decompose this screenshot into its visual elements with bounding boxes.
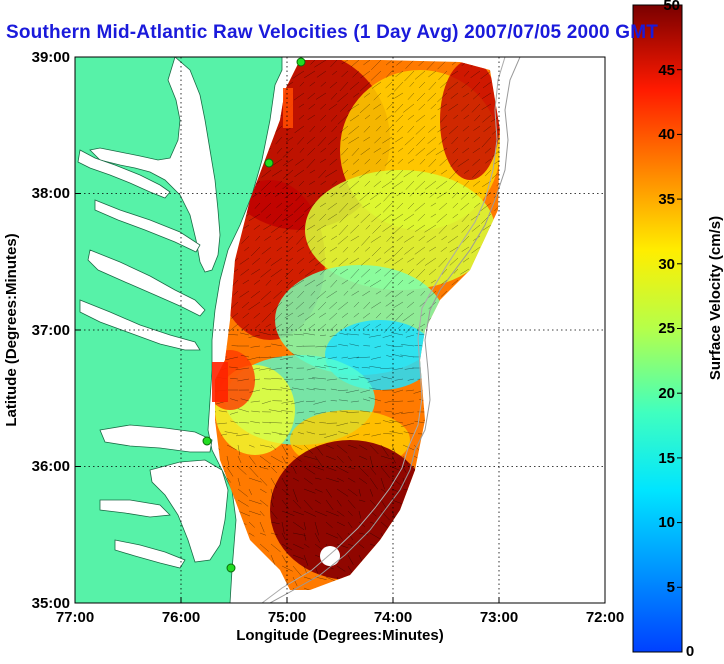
colorbar-tick: 25 bbox=[658, 320, 675, 337]
x-tick: 76:00 bbox=[162, 609, 200, 626]
y-axis-label: Latitude (Degrees:Minutes) bbox=[3, 233, 20, 426]
station-cape-hatteras-south bbox=[227, 564, 235, 572]
colorbar-tick: 50 bbox=[663, 0, 680, 14]
x-axis-label: Longitude (Degrees:Minutes) bbox=[236, 627, 444, 644]
colorbar-tick: 35 bbox=[658, 191, 675, 208]
x-tick-labels: 77:00 76:00 75:00 74:00 73:00 72:00 bbox=[56, 609, 624, 626]
station-north bbox=[297, 58, 305, 66]
x-tick: 74:00 bbox=[374, 609, 412, 626]
colorbar-label: Surface Velocity (cm/s) bbox=[707, 216, 724, 380]
colorbar-tick: 0 bbox=[686, 643, 694, 659]
y-tick-labels: 39:00 38:00 37:00 36:00 35:00 bbox=[32, 49, 70, 612]
y-tick: 36:00 bbox=[32, 458, 70, 475]
colorbar-tick: 20 bbox=[658, 385, 675, 402]
y-tick: 38:00 bbox=[32, 185, 70, 202]
x-tick: 72:00 bbox=[586, 609, 624, 626]
colorbar-tick: 45 bbox=[658, 62, 675, 79]
colorbar-tick: 15 bbox=[658, 450, 675, 467]
station-cape-hatteras-north bbox=[203, 437, 211, 445]
colorbar-tick: 10 bbox=[658, 514, 675, 531]
colorbar-tick: 30 bbox=[658, 256, 675, 273]
y-tick: 39:00 bbox=[32, 49, 70, 66]
colorbar: 50 45 40 35 30 25 20 15 10 5 0 Surface V… bbox=[633, 0, 724, 659]
colorbar-tick: 40 bbox=[658, 126, 675, 143]
station-central bbox=[265, 159, 273, 167]
x-tick: 75:00 bbox=[268, 609, 306, 626]
y-tick: 35:00 bbox=[32, 595, 70, 612]
y-tick: 37:00 bbox=[32, 322, 70, 339]
colorbar-tick: 5 bbox=[667, 579, 675, 596]
map-title: Southern Mid-Atlantic Raw Velocities (1 … bbox=[6, 22, 658, 44]
x-tick: 73:00 bbox=[480, 609, 518, 626]
